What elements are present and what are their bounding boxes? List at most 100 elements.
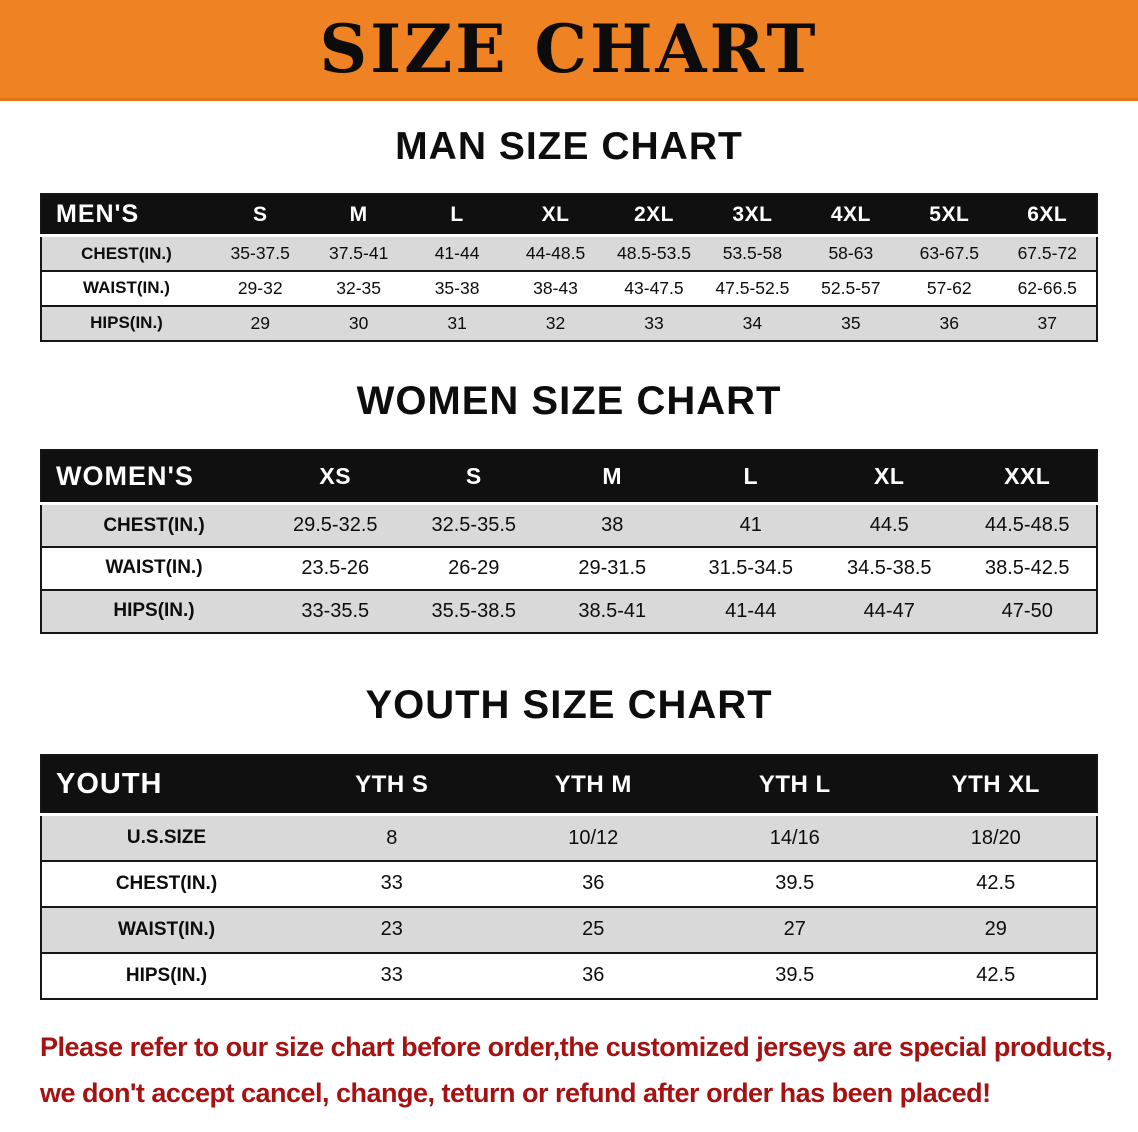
size-value-cell: 48.5-53.5 (616, 243, 691, 264)
size-value-cell: 62-66.5 (1017, 277, 1077, 298)
size-value-cell: 44.5 (869, 514, 909, 537)
youth-size-table: YOUTH YTH S YTH M YTH L YTH XL U.S.SIZE 8 10/12… (40, 753, 1098, 1000)
size-value-cell: 33-35.5 (301, 599, 370, 622)
measurement-row: U.S.SIZE 8 10/12 14/16 18/20 (41, 814, 1097, 861)
size-value-cell: 57-62 (926, 277, 972, 298)
size-value-cell: 27 (783, 918, 806, 941)
measurement-row: HIPS(IN.) 33 36 39.5 42.5 (41, 952, 1097, 999)
size-value-cell: 42.5 (976, 964, 1016, 987)
disclaimer-line-2: we don't accept cancel, change, teturn o… (40, 1077, 991, 1108)
size-value-cell: 10/12 (568, 826, 619, 849)
table-title-cell: YOUTH (41, 754, 291, 817)
size-header-cell: M (309, 193, 408, 238)
size-header-cell: 6XL (998, 193, 1097, 238)
size-value-cell: 32-35 (336, 277, 382, 298)
size-value-cell: 29.5-32.5 (292, 514, 378, 537)
size-value-cell: 38-43 (533, 277, 578, 298)
size-value-cell: 43-47.5 (624, 277, 684, 298)
size-value-cell: 32 (545, 312, 566, 333)
size-value-cell: 58-63 (828, 243, 874, 264)
measurement-row: CHEST(IN.) 33 36 39.5 42.5 (41, 860, 1097, 907)
measurement-row: HIPS(IN.) 29 30 31 32 33 34 35 36 37 (41, 305, 1097, 341)
youth-size-section: YOUTH SIZE CHART YOUTH YTH S YTH M YTH L YTH… (0, 682, 1138, 1000)
size-value-cell: 32.5-35.5 (431, 514, 516, 537)
size-value-cell: 30 (348, 312, 369, 333)
disclaimer: Please refer to our size chart before or… (40, 1024, 1113, 1116)
size-value-cell: 38.5-42.5 (984, 556, 1070, 579)
size-value-cell: 41 (739, 514, 762, 537)
row-label-cell: WAIST(IN.) (117, 918, 216, 940)
size-value-cell: 63-67.5 (919, 243, 979, 264)
size-value-cell: 36 (582, 872, 605, 895)
banner: SIZE CHART (0, 0, 1138, 101)
size-value-cell: 41-44 (434, 243, 480, 264)
size-value-cell: 14/16 (769, 826, 820, 849)
size-value-cell: 29 (250, 312, 270, 333)
row-label-cell: WAIST(IN.) (83, 278, 170, 298)
size-value-cell: 29-31.5 (578, 556, 647, 579)
size-value-cell: 37 (1037, 312, 1057, 333)
size-header-row: MEN'S S M L XL 2XL 3XL 4XL 5XL 6XL (41, 193, 1097, 238)
size-value-cell: 33 (644, 312, 664, 333)
size-value-cell: 38 (601, 514, 624, 537)
size-header-cell: XS (266, 449, 405, 506)
size-header-cell: YTH L (694, 754, 896, 817)
size-value-cell: 23 (380, 918, 403, 941)
size-value-cell: 36 (582, 964, 605, 987)
size-value-cell: 41-44 (725, 599, 777, 622)
size-value-cell: 39.5 (775, 872, 815, 895)
measurement-row: WAIST(IN.) 29-32 32-35 35-38 38-43 43-47.5 47.… (41, 270, 1097, 306)
size-value-cell: 47.5-52.5 (715, 277, 790, 298)
measurement-row: WAIST(IN.) 23.5-26 26-29 29-31.5 31.5-34.5 34… (41, 546, 1097, 590)
size-value-cell: 38.5-41 (578, 599, 647, 622)
men-size-section: MAN SIZE CHART MEN'S S M L XL 2XL 3XL 4XL 5XL 6XL… (0, 125, 1138, 342)
disclaimer-line-1: Please refer to our size chart before or… (40, 1031, 1113, 1062)
size-value-cell: 26-29 (448, 556, 500, 579)
size-value-cell: 36 (939, 312, 960, 333)
size-value-cell: 47-50 (1001, 599, 1053, 622)
size-value-cell: 44.5-48.5 (984, 514, 1070, 537)
women-size-section: WOMEN SIZE CHART WOMEN'S XS S M L XL XXL CHEST(… (0, 378, 1138, 634)
size-header-row: YOUTH YTH S YTH M YTH L YTH XL (41, 754, 1097, 817)
size-value-cell: 35 (841, 312, 861, 333)
size-header-cell: XL (506, 193, 605, 238)
page-title: SIZE CHART (319, 10, 819, 88)
size-value-cell: 35-37.5 (230, 243, 290, 264)
size-value-cell: 8 (386, 826, 398, 849)
table-title-cell: WOMEN'S (41, 449, 266, 506)
size-header-cell: YTH S (291, 754, 493, 817)
size-value-cell: 18/20 (970, 826, 1021, 849)
size-header-cell: S (404, 449, 543, 506)
size-value-cell: 44-48.5 (525, 243, 586, 264)
measurement-row: CHEST(IN.) 35-37.5 37.5-41 41-44 44-48.5 48.5… (41, 235, 1097, 271)
size-header-cell: 3XL (703, 193, 802, 238)
row-label-cell: HIPS(IN.) (125, 964, 208, 986)
size-value-cell: 35-38 (434, 277, 480, 298)
size-header-cell: M (543, 449, 682, 506)
row-label-cell: WAIST(IN.) (105, 557, 203, 579)
women-section-heading: WOMEN SIZE CHART (356, 378, 782, 423)
measurement-row: WAIST(IN.) 23 25 27 29 (41, 906, 1097, 953)
size-header-cell: S (211, 193, 310, 238)
size-value-cell: 33 (380, 964, 403, 987)
men-section-heading: MAN SIZE CHART (395, 125, 743, 168)
size-header-cell: 4XL (801, 193, 901, 238)
row-label-cell: CHEST(IN.) (115, 872, 218, 894)
size-value-cell: 67.5-72 (1017, 243, 1077, 264)
men-size-table: MEN'S S M L XL 2XL 3XL 4XL 5XL 6XL CHEST(IN.) 35-37… (40, 192, 1098, 342)
size-header-cell: L (407, 193, 507, 238)
row-label-cell: HIPS(IN.) (113, 600, 195, 622)
women-size-table: WOMEN'S XS S M L XL XXL CHEST(IN.) 29.5-32.5 32.5… (40, 448, 1098, 634)
table-title-cell: MEN'S (41, 193, 211, 238)
size-value-cell: 25 (582, 918, 605, 941)
size-value-cell: 23.5-26 (301, 556, 370, 579)
size-value-cell: 35.5-38.5 (431, 599, 516, 622)
size-header-cell: 2XL (604, 193, 704, 238)
size-value-cell: 31.5-34.5 (708, 556, 793, 579)
measurement-row: HIPS(IN.) 33-35.5 35.5-38.5 38.5-41 41-44 44-… (41, 589, 1097, 633)
size-value-cell: 31 (447, 312, 467, 333)
youth-section-heading: YOUTH SIZE CHART (365, 682, 773, 727)
row-label-cell: U.S.SIZE (126, 827, 207, 849)
size-header-row: WOMEN'S XS S M L XL XXL (41, 449, 1097, 506)
size-value-cell: 42.5 (976, 872, 1016, 895)
